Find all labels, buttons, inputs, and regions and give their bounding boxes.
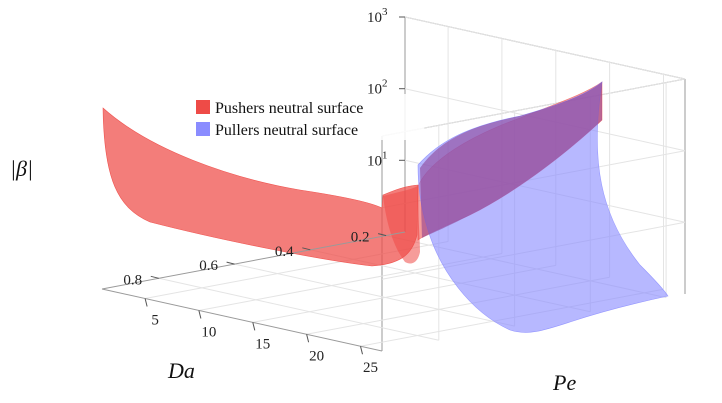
tick-label-da: 0.2 xyxy=(351,230,370,246)
tick-label-da: 0.4 xyxy=(275,244,294,260)
tick-label-pe: 15 xyxy=(255,336,270,352)
box-edge-front-pe xyxy=(101,288,383,352)
tick-da xyxy=(150,275,159,279)
tick-marks xyxy=(144,16,405,355)
legend-box xyxy=(192,94,424,140)
tick-da xyxy=(226,261,235,265)
tick-label-da: 0.8 xyxy=(123,272,142,288)
surface-overlap xyxy=(420,82,602,238)
legend-swatch-pullers xyxy=(196,122,210,136)
tick-da xyxy=(302,247,311,251)
gridline-da-floor xyxy=(234,263,515,327)
legend-label-pushers: Pushers neutral surface xyxy=(215,100,363,117)
z-axis-title: |β| xyxy=(10,156,33,181)
tick-pe xyxy=(306,334,310,343)
tick-label-pe: 10 xyxy=(201,325,216,341)
box-edge-front-da xyxy=(101,231,406,290)
surface-pushers-dip xyxy=(383,186,420,264)
tick-label-pe: 25 xyxy=(363,360,378,376)
tick-label-pe: 20 xyxy=(309,348,324,364)
tick-pe xyxy=(144,298,148,307)
tick-label-z: 103 xyxy=(367,6,388,26)
tick-pe xyxy=(198,310,202,319)
legend-swatch-pushers xyxy=(196,100,210,114)
gridline-da-floor xyxy=(158,277,439,341)
y-axis-title: Pe xyxy=(552,370,576,395)
surfaces xyxy=(102,81,669,333)
gridline-z-right-wall xyxy=(381,78,686,137)
legend: Pushers neutral surface Pullers neutral … xyxy=(192,94,424,140)
gridline-z-left-wall xyxy=(404,16,686,80)
tick-pe xyxy=(360,346,363,355)
axes-box-front xyxy=(101,231,406,352)
x-axis-title: Da xyxy=(167,358,195,383)
tick-label-z: 101 xyxy=(367,149,388,169)
tick-pe xyxy=(252,322,256,331)
tick-label-pe: 5 xyxy=(151,313,159,329)
legend-label-pullers: Pullers neutral surface xyxy=(215,122,358,139)
tick-label-da: 0.6 xyxy=(199,258,218,274)
tick-da xyxy=(377,233,387,237)
